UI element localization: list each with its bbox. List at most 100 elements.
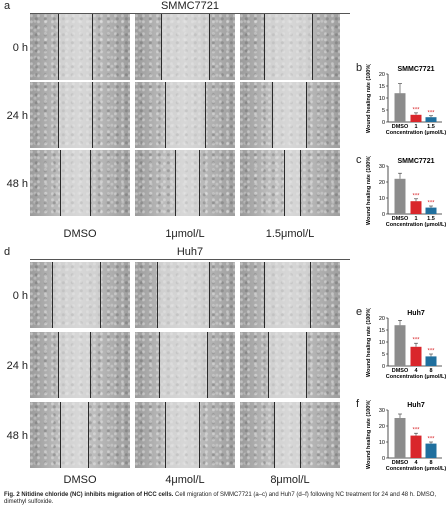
bar-b-0 [394,93,406,122]
significance-b-2: *** [427,110,435,116]
category-label-c-1: 1 [414,216,417,222]
bar-f-0 [394,418,406,458]
huh7-micrograph-r2-c2 [240,402,340,468]
col-label-8umol: 8μmol/L [270,474,310,486]
bar-b-1 [410,114,422,122]
y-tick-label-e-0: 0 [382,364,385,370]
y-tick-label-c-2: 20 [379,180,385,186]
chart-title-f: Huh7 [407,402,425,409]
smmc7721-micrograph-r0-c2 [240,14,340,80]
bar-c-2 [425,207,437,214]
y-tick-label-e-1: 5 [382,352,385,358]
y-tick-label-c-1: 10 [379,196,385,202]
group-title-huh7: Huh7 [176,246,204,258]
significance-e-1: *** [412,338,420,344]
chart-title-c: SMMC7721 [398,158,435,165]
y-tick-label-c-3: 30 [379,164,385,170]
bar-b-2 [425,117,437,122]
huh7-micrograph-r1-c1 [135,332,235,398]
bar-chart-e: Huh7 0 5 10 15 20 Wound healing rate (100%) DMS… [366,308,446,380]
y-axis-label-f: Wound healing rate (100%) [366,400,372,469]
significance-f-2: *** [427,437,435,443]
chart-letter-c: c [356,154,362,166]
y-tick-label-f-0: 0 [382,456,385,462]
y-axis-label-c: Wound healing rate (100%) [366,156,372,225]
bar-chart-f: Huh7 0 10 20 30 Wound healing rate (100%) DMSO… [366,400,446,472]
figure-caption: Fig. 2 Nitidine chloride (NC) inhibits m… [4,492,444,506]
huh7-micrograph-r0-c0 [30,262,130,328]
col-label-4umol: 4μmol/L [165,474,205,486]
category-label-c-2: 1.5 [427,216,435,222]
smmc7721-micrograph-r1-c0 [30,82,130,148]
category-label-b-2: 1.5 [427,124,435,130]
col-label-1umol: 1μmol/L [165,228,205,240]
smmc7721-micrograph-r0-c1 [135,14,235,80]
chart-letter-f: f [356,398,360,410]
group-title-smmc7721: SMMC7721 [160,0,220,12]
bar-f-2 [425,443,437,458]
y-tick-label-e-3: 15 [379,328,385,334]
smmc7721-micrograph-r1-c1 [135,82,235,148]
row-label-24h: 24 h [6,110,28,122]
y-tick-label-b-4: 20 [379,72,385,78]
x-axis-label-f: Concentration (μmol/L) [386,466,446,472]
row-label-0h-huh7: 0 h [12,290,28,302]
significance-c-1: *** [412,193,420,199]
col-label-dmso: DMSO [63,228,97,240]
bar-e-1 [410,346,422,366]
huh7-micrograph-r1-c0 [30,332,130,398]
x-axis-label-c: Concentration (μmol/L) [386,222,446,228]
y-tick-label-b-1: 5 [382,108,385,114]
huh7-micrograph-r0-c2 [240,262,340,328]
y-tick-label-b-0: 0 [382,120,385,126]
smmc7721-micrograph-r2-c0 [30,150,130,216]
huh7-micrograph-r2-c1 [135,402,235,468]
chart-letter-b: b [356,62,363,74]
smmc7721-micrograph-r1-c2 [240,82,340,148]
y-axis-label-b: Wound healing rate (100%) [366,64,372,133]
col-label-1-5umol: 1.5μmol/L [265,228,315,240]
category-label-f-1: 4 [414,460,418,466]
panel-letter-d: d [4,246,11,258]
bar-c-0 [394,178,406,214]
y-tick-label-e-4: 20 [379,316,385,322]
smmc7721-micrograph-r2-c1 [135,150,235,216]
bar-c-1 [410,201,422,214]
chart-title-b: SMMC7721 [398,66,435,73]
category-label-f-0: DMSO [392,460,409,466]
title-rule-top [30,13,350,14]
title-rule-bottom [30,259,350,260]
category-label-c-0: DMSO [392,216,409,222]
bar-e-2 [425,356,437,366]
category-label-e-1: 4 [414,368,418,374]
col-label-dmso-huh7: DMSO [63,474,97,486]
y-axis-label-e: Wound healing rate (100%) [366,308,372,377]
bar-f-1 [410,435,422,458]
y-tick-label-f-3: 30 [379,408,385,414]
huh7-micrograph-r2-c0 [30,402,130,468]
caption-text: Cell migration of SMMC7721 (a–c) and Huh… [4,492,437,505]
row-label-24h-huh7: 24 h [6,360,28,372]
row-label-0h: 0 h [12,42,28,54]
category-label-f-2: 8 [429,460,432,466]
significance-e-2: *** [427,349,435,355]
bar-chart-b: SMMC7721 0 5 10 15 20 Wound healing rate (100%… [366,64,446,136]
chart-title-e: Huh7 [407,310,425,317]
y-tick-label-b-3: 15 [379,84,385,90]
x-axis-label-e: Concentration (μmol/L) [386,374,446,380]
chart-letter-e: e [356,306,363,318]
huh7-micrograph-r0-c1 [135,262,235,328]
y-tick-label-c-0: 0 [382,212,385,218]
huh7-micrograph-r1-c2 [240,332,340,398]
bar-e-0 [394,325,406,366]
x-axis-label-b: Concentration (μmol/L) [386,130,446,136]
row-label-48h-huh7: 48 h [6,430,28,442]
category-label-b-0: DMSO [392,124,409,130]
significance-c-2: *** [427,201,435,207]
significance-b-1: *** [412,107,420,113]
y-tick-label-f-2: 20 [379,424,385,430]
category-label-e-0: DMSO [392,368,409,374]
panel-letter-a: a [4,0,11,12]
caption-bold: Fig. 2 Nitidine chloride (NC) inhibits m… [4,492,174,498]
y-tick-label-b-2: 10 [379,96,385,102]
